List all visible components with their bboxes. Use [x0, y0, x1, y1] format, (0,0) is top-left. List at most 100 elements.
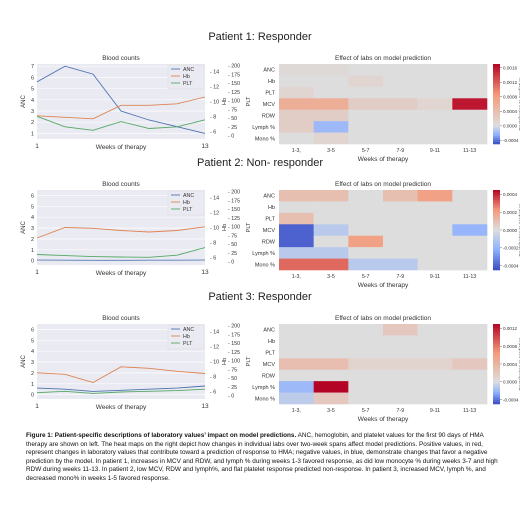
colorbar-segment	[493, 348, 500, 351]
heatmap-cell	[313, 247, 349, 259]
colorbar-segment	[493, 86, 500, 89]
mid-tick-label: - 10	[210, 100, 219, 106]
colorbar-segment	[493, 390, 500, 393]
right-tick-label: - 100	[228, 99, 240, 105]
right-tick-label: - 100	[228, 225, 240, 231]
heatmap-cell	[417, 346, 453, 359]
colorbar-segment	[493, 386, 500, 389]
heatmap-cell	[348, 235, 384, 248]
colorbar-segment	[493, 254, 500, 257]
colorbar-segment	[493, 100, 500, 103]
left-tick-label: 4	[31, 215, 34, 221]
heatmap-row-label: RDW	[262, 113, 276, 119]
right-tick-label: - 0	[228, 134, 234, 140]
colorbar-segment	[493, 112, 500, 115]
heatmap-cell	[383, 132, 418, 145]
mid-axis-label: Hb	[222, 98, 228, 105]
colorbar-segment	[493, 210, 500, 213]
heatmap-row-label: MCV	[263, 102, 276, 108]
heatmap-cell	[313, 335, 349, 348]
heatmap-cell	[383, 247, 418, 259]
colorbar-segment	[493, 142, 500, 145]
mid-tick-label: - 14	[210, 330, 219, 336]
heatmap-cell	[452, 358, 488, 371]
heatmap-cell	[279, 132, 314, 145]
heatmap-cell	[313, 75, 349, 88]
patient-panel-1: Patient 1: Responder Blood counts 1 2 3 4 5 6 7 A…	[21, 31, 520, 163]
heatmap-cell	[452, 201, 488, 214]
heatmap-cell	[452, 224, 488, 237]
heatmap-cell	[279, 212, 314, 225]
heatmap-cell	[313, 121, 349, 133]
heatmap-row-label: Mono %	[255, 262, 275, 268]
heatmap-col-label: 5-7	[362, 408, 370, 414]
colorbar-segment	[493, 338, 500, 341]
heatmap-col-label: 5-7	[362, 148, 370, 154]
colorbar-segment	[493, 234, 500, 237]
colorbar-segment	[493, 74, 500, 77]
heatmap-row-label: Lymph %	[252, 385, 275, 391]
heatmap-cell	[348, 335, 384, 348]
right-tick-label: - 125	[228, 350, 240, 356]
colorbar-segment	[493, 118, 500, 121]
heatmap-cell	[279, 121, 314, 133]
colorbar-segment	[493, 340, 500, 343]
heatmap-cell	[313, 324, 349, 336]
heatmap-cell	[383, 235, 418, 248]
heatmap-cell	[313, 258, 349, 271]
colorbar-segment	[493, 358, 500, 361]
heatmap-cell	[383, 201, 418, 214]
colorbar-segment	[493, 128, 500, 131]
left-tick-label: 1	[31, 248, 34, 254]
heatmap-row-label: PLT	[265, 91, 275, 97]
colorbar-segment	[493, 262, 500, 265]
right-tick-label: - 75	[228, 367, 237, 373]
x-axis-label: Weeks of therapy	[96, 270, 147, 277]
heatmap-cell	[452, 121, 488, 133]
right-tick-label: - 200	[228, 324, 240, 330]
colorbar-tick-label: 0.0016	[503, 65, 517, 70]
left-tick-label: 5	[31, 204, 34, 210]
heatmap-cell	[383, 64, 418, 76]
colorbar-segment	[493, 98, 500, 101]
mid-tick-label: - 8	[210, 241, 216, 247]
heatmap-x-axis-label: Weeks of therapy	[358, 282, 409, 289]
heatmap-cell	[313, 64, 349, 76]
heatmap-cell	[452, 392, 488, 405]
colorbar-segment	[493, 354, 500, 357]
series-line-plt	[36, 247, 206, 258]
colorbar-segment	[493, 402, 500, 405]
heatmap-cell	[313, 369, 349, 382]
heatmap-cell	[383, 392, 418, 405]
colorbar-segment	[493, 120, 500, 123]
heatmap-col-label: 3-5	[327, 274, 335, 280]
colorbar-segment	[493, 220, 500, 223]
heatmap-cell	[452, 190, 488, 202]
colorbar-segment	[493, 396, 500, 399]
mid-tick-label: - 6	[210, 130, 216, 136]
heatmap-cell	[313, 190, 349, 202]
left-tick-label: 6	[31, 75, 34, 81]
heatmap-cell	[279, 75, 314, 88]
heatmap-cell	[313, 98, 349, 111]
left-tick-label: 5	[31, 338, 34, 344]
heatmap-cell	[348, 258, 384, 271]
heatmap-cell	[417, 212, 453, 225]
heatmap-cell	[383, 381, 418, 393]
colorbar-segment	[493, 394, 500, 397]
mid-tick-label: - 8	[210, 115, 216, 121]
heatmap-cell	[279, 381, 314, 393]
colorbar-segment	[493, 198, 500, 201]
heatmap-col-label: 3-5	[327, 148, 335, 154]
heatmap-cell	[313, 224, 349, 237]
left-axis-label: ANC	[21, 355, 27, 368]
colorbar-label: Contribution to prediction	[518, 77, 520, 131]
heatmap-cell	[313, 346, 349, 359]
legend-label: Hb	[183, 334, 190, 340]
colorbar-segment	[493, 218, 500, 221]
heatmap-cell	[383, 190, 418, 202]
colorbar-tick-label: 0.0008	[503, 344, 517, 349]
heatmap-cell	[417, 98, 453, 111]
heatmap-cell	[417, 224, 453, 237]
